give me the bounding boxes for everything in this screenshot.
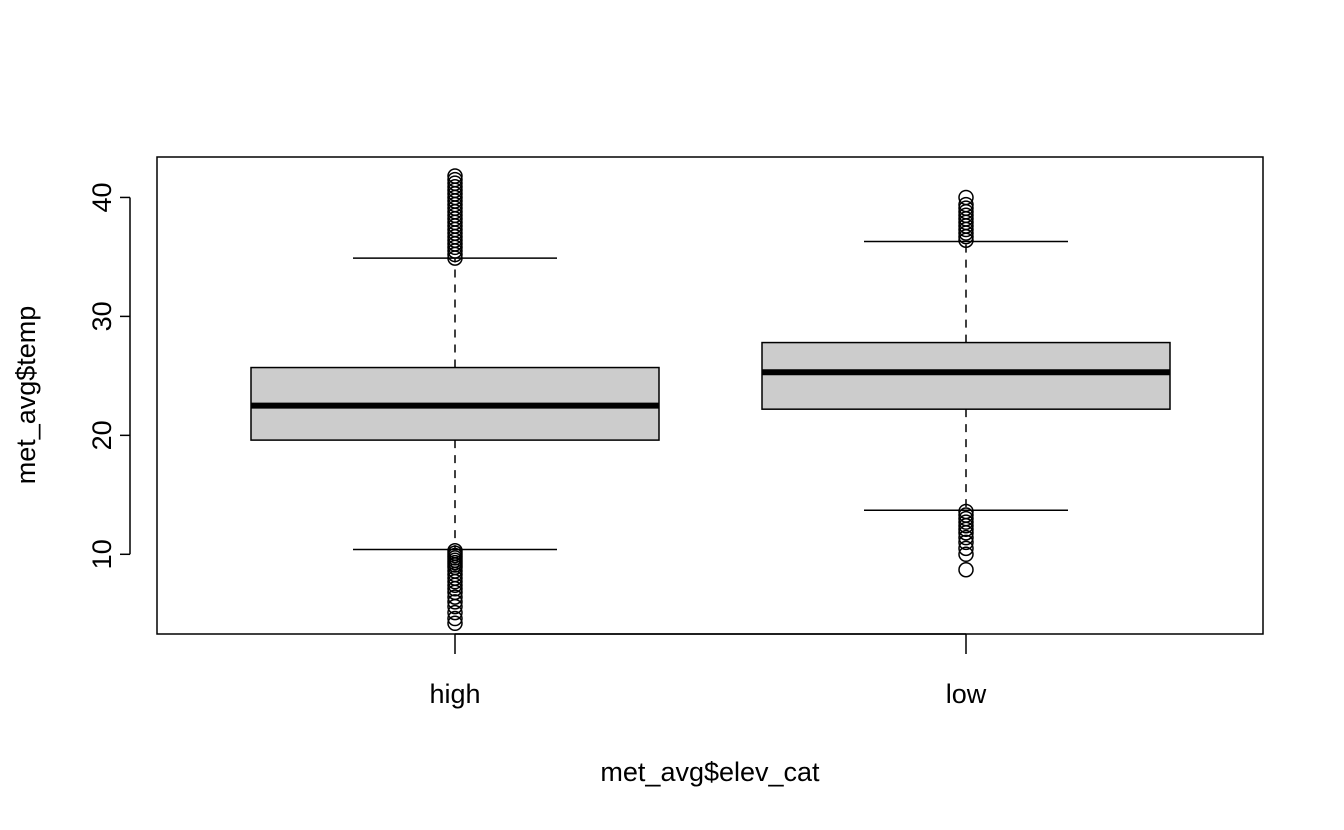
outlier-point-high-41 bbox=[447, 178, 463, 195]
y-tick-label-20: 20 bbox=[87, 420, 117, 450]
outlier-point-high-2 bbox=[447, 604, 463, 621]
x-tick-label-high: high bbox=[429, 679, 480, 709]
outlier-point-low-0 bbox=[958, 562, 974, 578]
y-tick-label-10: 10 bbox=[87, 539, 117, 569]
outlier-point-high-12 bbox=[447, 563, 463, 579]
outlier-point-low-9 bbox=[958, 510, 974, 527]
outlier-point-low-23 bbox=[958, 189, 974, 206]
y-tick-label-30: 30 bbox=[87, 301, 117, 331]
outlier-point-high-20 bbox=[447, 542, 463, 559]
y-axis-label: met_avg$temp bbox=[11, 306, 41, 485]
outlier-point-low-2 bbox=[958, 540, 974, 557]
box-group-low bbox=[761, 189, 1171, 578]
boxes bbox=[250, 168, 1171, 632]
outlier-point-low-11 bbox=[958, 503, 974, 520]
box-group-high bbox=[250, 168, 660, 632]
outlier-point-high-44 bbox=[447, 168, 463, 184]
outlier-point-low-4 bbox=[958, 529, 974, 546]
outlier-point-low-3 bbox=[958, 534, 974, 551]
x-tick-label-low: low bbox=[946, 679, 987, 709]
outlier-point-high-1 bbox=[447, 610, 463, 627]
x-axis: high low bbox=[429, 633, 987, 709]
outlier-point-high-0 bbox=[447, 615, 463, 632]
box-low bbox=[761, 341, 1171, 410]
outlier-point-low-1 bbox=[958, 546, 974, 563]
outlier-point-high-10 bbox=[447, 570, 463, 586]
outlier-point-low-8 bbox=[958, 514, 974, 530]
outlier-point-low-10 bbox=[958, 507, 974, 523]
outlier-point-high-43 bbox=[447, 171, 463, 188]
outlier-point-high-4 bbox=[447, 594, 463, 610]
outlier-point-low-19 bbox=[958, 207, 974, 224]
outlier-point-low-22 bbox=[958, 196, 974, 213]
x-axis-label: met_avg$elev_cat bbox=[600, 757, 820, 787]
y-tick-label-40: 40 bbox=[87, 182, 117, 212]
outlier-point-low-21 bbox=[958, 200, 974, 216]
y-axis: 10 20 30 40 bbox=[87, 182, 131, 569]
outlier-point-high-42 bbox=[447, 175, 463, 191]
outlier-point-high-5 bbox=[447, 589, 463, 605]
